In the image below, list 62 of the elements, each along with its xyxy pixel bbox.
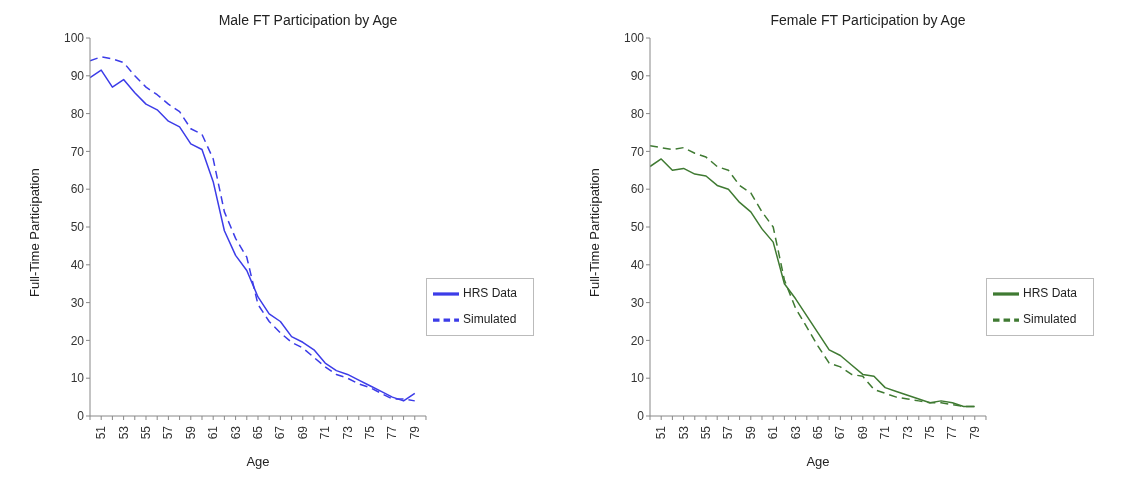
x-tick-label: 53 [676, 425, 691, 440]
y-tick-label: 10 [70, 371, 85, 386]
y-tick-label: 80 [70, 106, 85, 121]
legend-label: Simulated [1022, 312, 1077, 327]
x-tick-label: 59 [183, 425, 198, 440]
x-tick-label: 71 [878, 425, 893, 440]
x-tick-label: 55 [138, 425, 153, 440]
legend-label: HRS Data [462, 286, 517, 301]
y-tick-label: 80 [630, 106, 645, 121]
x-tick-label: 79 [407, 425, 422, 440]
x-tick-label: 57 [161, 425, 176, 440]
chart-title: Male FT Participation by Age [217, 12, 399, 28]
legend-label: Simulated [462, 312, 517, 327]
x-tick-label: 73 [900, 425, 915, 440]
y-tick-label: 30 [630, 295, 645, 310]
x-tick-label: 79 [967, 425, 982, 440]
y-tick-label: 70 [630, 144, 645, 159]
y-tick-label: 0 [77, 409, 85, 424]
y-tick-label: 40 [630, 258, 645, 273]
y-tick-label: 90 [70, 69, 85, 84]
y-tick-label: 0 [637, 409, 645, 424]
x-tick-label: 69 [295, 425, 310, 440]
y-tick-label: 20 [70, 333, 85, 348]
y-tick-label: 50 [70, 220, 85, 235]
x-tick-label: 65 [250, 425, 265, 440]
x-tick-label: 75 [362, 425, 377, 440]
y-tick-label: 70 [70, 144, 85, 159]
x-tick-label: 65 [810, 425, 825, 440]
x-tick-label: 69 [855, 425, 870, 440]
x-tick-label: 67 [273, 425, 288, 440]
x-tick-label: 55 [698, 425, 713, 440]
x-axis-title: Age [806, 454, 830, 469]
y-tick-label: 30 [70, 295, 85, 310]
x-tick-label: 75 [922, 425, 937, 440]
x-tick-label: 73 [340, 425, 355, 440]
x-tick-label: 61 [766, 425, 781, 440]
y-axis-title: Full-Time Participation [586, 168, 602, 297]
x-tick-label: 59 [743, 425, 758, 440]
x-tick-label: 61 [206, 425, 221, 440]
y-tick-label: 100 [623, 31, 645, 46]
y-tick-label: 60 [70, 182, 85, 197]
x-axis-title: Age [246, 454, 270, 469]
legend-label: HRS Data [1022, 286, 1077, 301]
y-tick-label: 20 [630, 333, 645, 348]
y-axis-title: Full-Time Participation [26, 168, 42, 297]
y-tick-label: 60 [630, 182, 645, 197]
x-tick-label: 77 [945, 425, 960, 440]
y-tick-label: 50 [630, 220, 645, 235]
y-tick-label: 90 [630, 69, 645, 84]
x-tick-label: 51 [654, 425, 669, 440]
x-tick-label: 51 [94, 425, 109, 440]
x-tick-label: 63 [228, 425, 243, 440]
x-tick-label: 71 [318, 425, 333, 440]
x-tick-label: 77 [385, 425, 400, 440]
y-tick-label: 100 [63, 31, 85, 46]
y-tick-label: 40 [70, 258, 85, 273]
y-tick-label: 10 [630, 371, 645, 386]
x-tick-label: 63 [788, 425, 803, 440]
x-tick-label: 67 [833, 425, 848, 440]
x-tick-label: 57 [721, 425, 736, 440]
chart-title: Female FT Participation by Age [769, 12, 967, 28]
x-tick-label: 53 [116, 425, 131, 440]
